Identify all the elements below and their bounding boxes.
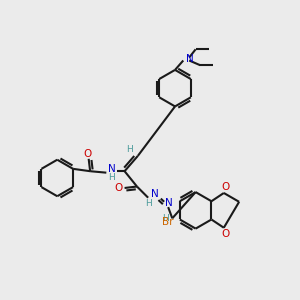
Text: O: O	[115, 183, 123, 193]
Text: H: H	[108, 173, 115, 182]
Text: O: O	[83, 148, 92, 158]
Text: O: O	[221, 229, 230, 238]
Text: H: H	[126, 146, 133, 154]
Text: N: N	[166, 198, 173, 208]
Text: O: O	[221, 182, 230, 192]
Text: N: N	[108, 164, 116, 174]
Text: H: H	[162, 214, 169, 223]
Text: H: H	[145, 199, 152, 208]
Text: N: N	[151, 189, 158, 199]
Text: N: N	[186, 54, 194, 64]
Text: Br: Br	[162, 217, 174, 227]
